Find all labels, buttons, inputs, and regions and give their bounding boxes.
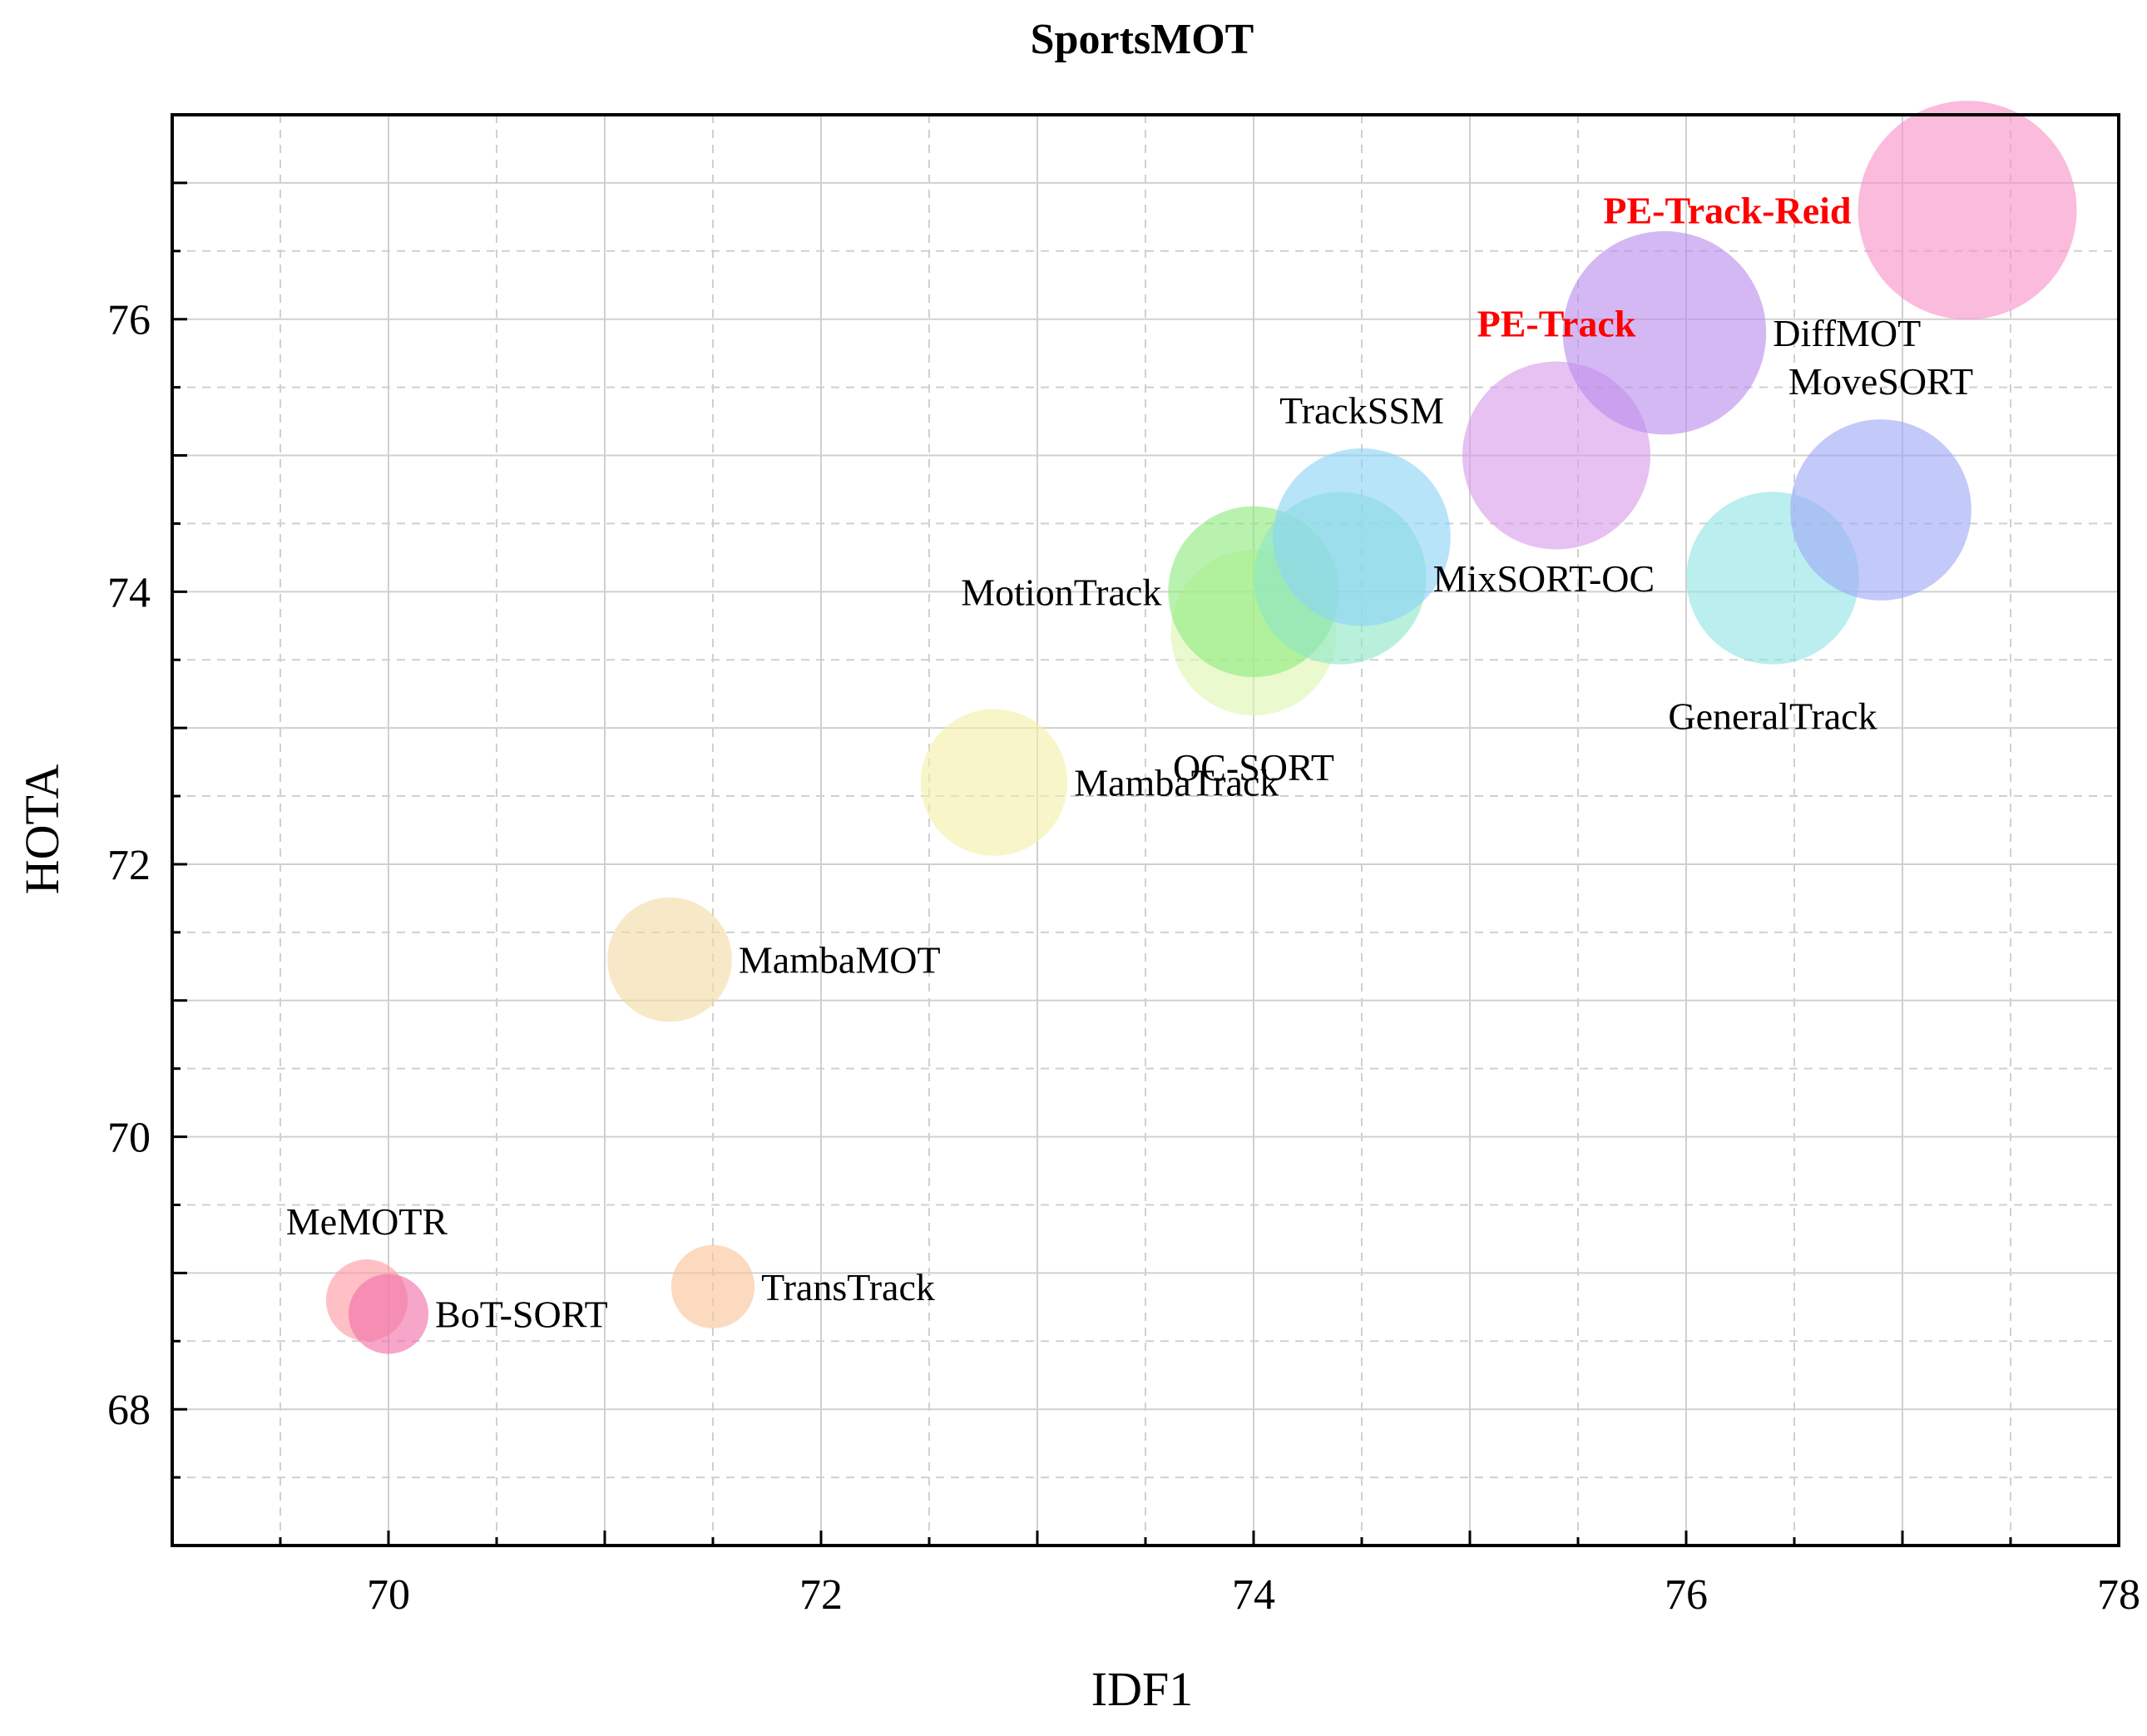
y-tick-label: 74 [107, 569, 151, 616]
point-label-pe-track: PE-Track [1477, 303, 1636, 345]
bubble-pe-track-reid [1858, 101, 2077, 320]
point-label-generaltrack: GeneralTrack [1668, 695, 1877, 738]
bubble-transtrack [670, 1244, 755, 1328]
bubble-mambamot [607, 897, 732, 1022]
x-tick-label: 74 [1232, 1571, 1275, 1619]
point-label-trackssm: TrackSSM [1279, 389, 1444, 432]
bubble-movesort [1790, 419, 1971, 601]
chart-title: SportsMOT [1031, 16, 1254, 63]
y-tick-label: 68 [107, 1387, 151, 1434]
y-tick-label: 72 [107, 842, 151, 889]
point-label-memotr: MeMOTR [286, 1200, 448, 1243]
point-label-movesort: MoveSORT [1788, 360, 1973, 403]
point-label-mambatrack: MambaTrack [1074, 762, 1279, 804]
point-label-pe-track-reid: PE-Track-Reid [1603, 190, 1852, 232]
point-label-bot-sort: BoT-SORT [435, 1293, 608, 1336]
x-tick-label: 70 [367, 1571, 410, 1619]
point-label-mixsort-oc: MixSORT-OC [1433, 557, 1655, 600]
x-tick-label: 72 [799, 1571, 843, 1619]
x-tick-label: 78 [2097, 1571, 2140, 1619]
point-label-motiontrack: MotionTrack [961, 571, 1161, 613]
point-label-oc-sort: OC-SORT [1173, 746, 1334, 789]
bubble-bot-sort [348, 1274, 429, 1354]
y-tick-label: 76 [107, 297, 151, 344]
bubble-diffmot [1562, 230, 1767, 435]
point-label-diffmot: DiffMOT [1773, 312, 1921, 354]
x-tick-label: 76 [1665, 1571, 1708, 1619]
y-axis-label: HOTA [15, 764, 69, 895]
x-axis-label: IDF1 [1091, 1662, 1193, 1716]
point-label-transtrack: TransTrack [761, 1266, 935, 1308]
bubble-trackssm [1273, 448, 1451, 626]
bubble-mambatrack [920, 709, 1068, 856]
y-tick-label: 70 [107, 1115, 151, 1162]
point-label-mambamot: MambaMOT [739, 939, 941, 982]
